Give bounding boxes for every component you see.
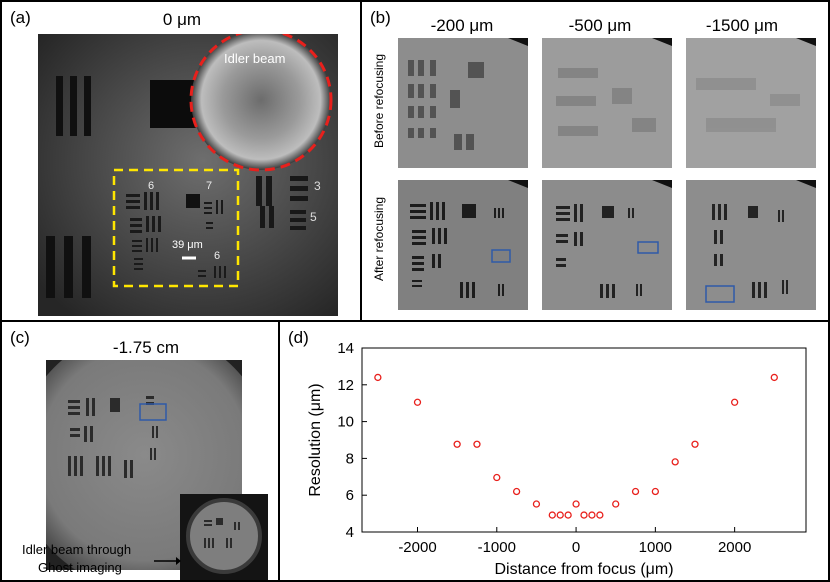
- data-point: [532, 500, 541, 508]
- row-label-after: After refocusing: [372, 196, 386, 282]
- y-axis-label: Resolution (μm): [307, 383, 324, 496]
- data-point: [730, 398, 739, 406]
- panel-a-title: 0 μm: [162, 10, 202, 29]
- before-image-1500: [686, 38, 816, 168]
- panel-a-image-content: [38, 34, 338, 316]
- x-tick-label: 0: [572, 539, 580, 556]
- data-point: [493, 473, 501, 482]
- data-point: [572, 500, 580, 508]
- after-image-1500: [686, 180, 816, 310]
- x-tick-label: -2000: [398, 539, 436, 556]
- data-point: [596, 511, 604, 519]
- x-tick-label: 1000: [639, 539, 672, 556]
- panel-a: (a) 0 μm: [0, 0, 362, 322]
- panel-a-image: Idler beam 39 μm 6 7 3 6 5: [38, 34, 338, 316]
- x-tick-label: 2000: [718, 539, 751, 556]
- panel-b-label: (b): [370, 8, 391, 27]
- group-number-6b: 6: [214, 250, 221, 262]
- data-point: [588, 511, 596, 519]
- x-tick-label: -1000: [478, 539, 516, 556]
- y-tick-label: 6: [346, 487, 354, 504]
- panel-c-title: -1.75 cm: [112, 338, 180, 357]
- data-point: [612, 500, 620, 508]
- caption-line1: Idler beam through: [22, 542, 132, 557]
- y-tick-label: 8: [346, 450, 354, 467]
- caption-line2: Ghost imaging: [38, 560, 122, 575]
- column-label-200: -200 μm: [430, 16, 494, 35]
- column-label-500: -500 μm: [568, 16, 632, 35]
- data-point: [631, 487, 640, 496]
- data-point: [556, 511, 564, 519]
- row-label-before: Before refocusing: [372, 53, 386, 149]
- data-point: [453, 440, 461, 448]
- data-point: [651, 487, 660, 496]
- before-image-200: [398, 38, 528, 168]
- data-point: [671, 458, 679, 466]
- data-point: [413, 398, 422, 406]
- data-point: [770, 373, 778, 382]
- idler-inset-image: [180, 494, 268, 580]
- data-point: [512, 487, 521, 496]
- resolution-chart: -2000 -1000 0 1000 2000 4 6 8 10 12 14 Distance fr…: [307, 340, 807, 578]
- y-tick-label: 10: [337, 414, 354, 431]
- panel-d: (d) -2000 -1000 0 1000 2000 4 6 8 10 12 14 Distanc…: [278, 320, 830, 582]
- after-image-500: [542, 180, 672, 310]
- group-number-3: 3: [314, 179, 321, 193]
- y-tick-label: 14: [337, 340, 354, 357]
- data-point: [580, 511, 588, 519]
- x-axis-label: Distance from focus (μm): [494, 561, 673, 578]
- panel-d-label: (d): [288, 328, 309, 347]
- y-tick-label: 4: [346, 524, 354, 541]
- group-number-5: 5: [310, 210, 317, 224]
- data-point: [374, 373, 382, 382]
- panel-b: (b) -200 μm -500 μm -1500 μm Before refo…: [360, 0, 830, 322]
- y-tick-label: 12: [337, 377, 354, 394]
- data-point: [564, 511, 572, 519]
- after-image-200: [398, 180, 528, 310]
- panel-c: (c) -1.75 cm: [0, 320, 280, 582]
- idler-beam-label: Idler beam: [224, 51, 286, 66]
- panel-c-label: (c): [10, 328, 30, 347]
- data-point: [473, 440, 481, 448]
- caption-arrow: [154, 557, 181, 565]
- data-point: [548, 511, 556, 519]
- column-label-1500: -1500 μm: [705, 16, 779, 35]
- plot-frame: [361, 347, 807, 533]
- scale-bar-label: 39 μm: [172, 239, 203, 251]
- group-number-6: 6: [148, 180, 155, 192]
- data-point: [691, 440, 699, 448]
- before-image-500: [542, 38, 672, 168]
- group-number-7: 7: [206, 180, 213, 192]
- panel-a-label: (a): [10, 8, 31, 27]
